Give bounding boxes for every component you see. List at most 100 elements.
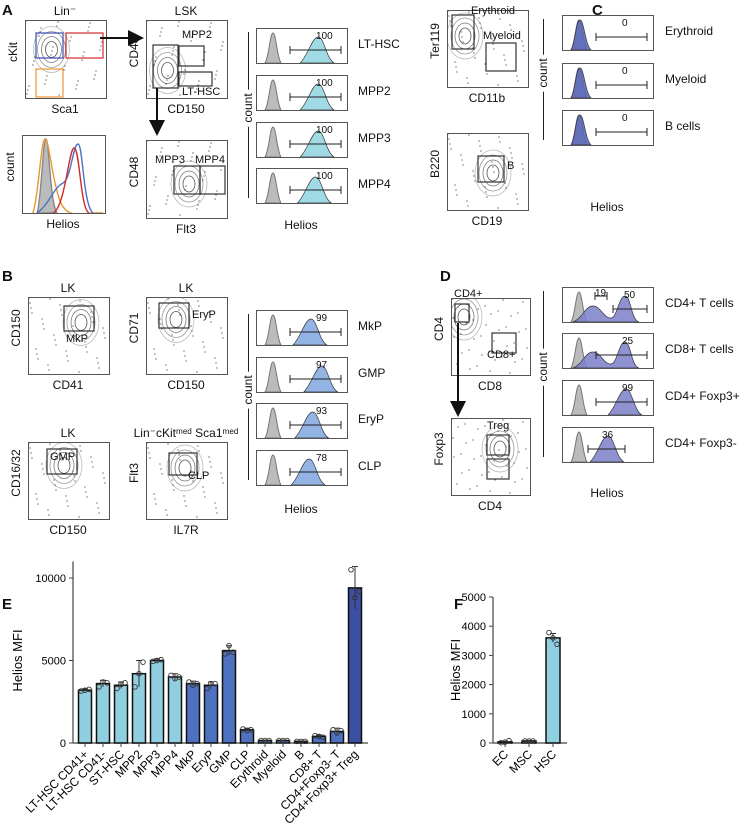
data-point xyxy=(244,727,250,734)
b-plots-0-plot xyxy=(28,297,110,375)
y-axis-label: Helios MFI xyxy=(448,639,463,701)
c-hist_stack-row xyxy=(562,63,654,99)
x-tick-label: MSC xyxy=(506,747,535,776)
data-point xyxy=(554,641,560,648)
d-hist_stack-percent-2: 19 xyxy=(595,288,607,299)
panel-label-c: C xyxy=(592,2,603,19)
contour-plot xyxy=(147,298,224,373)
c-plots-1-plot xyxy=(447,133,529,211)
a-hist_stack-row-label: MPP4 xyxy=(358,177,391,191)
data-point xyxy=(114,685,120,692)
c-hist_stack-row xyxy=(562,15,654,51)
b-plots-2-x-label: CD150 xyxy=(49,523,87,537)
data-point xyxy=(100,679,106,685)
orange-histogram xyxy=(32,138,104,213)
gate-0 xyxy=(486,434,510,456)
gate-0 xyxy=(477,155,505,183)
gate-0 xyxy=(158,302,190,329)
d-plots-1-x-label: CD4 xyxy=(477,499,503,513)
data-point xyxy=(498,739,504,746)
d-hist_stack-row xyxy=(562,427,654,463)
data-point xyxy=(104,680,110,686)
isotype-histogram xyxy=(264,407,282,438)
gate-1 xyxy=(65,32,104,59)
data-point xyxy=(248,727,254,733)
a-plots-1-x-label: CD150 xyxy=(167,102,205,116)
data-point xyxy=(356,588,362,594)
data-point xyxy=(208,680,214,687)
data-point xyxy=(320,734,326,740)
a-plots-3-plot xyxy=(146,140,228,219)
blue-histogram xyxy=(36,143,94,213)
data-point xyxy=(312,732,318,739)
a-plots-2-plot xyxy=(22,135,106,214)
b-hist_stack-x-label: Helios xyxy=(284,502,318,516)
data-point xyxy=(194,680,200,687)
c-hist_stack-x-label: Helios xyxy=(590,200,624,214)
gate-2 xyxy=(35,68,64,98)
data-point xyxy=(266,737,272,744)
b-hist_stack-percent: 97 xyxy=(316,360,328,371)
c-plots-0-gate-label: Myeloid xyxy=(483,30,521,42)
d-plots-0-plot xyxy=(451,298,531,376)
gate-1 xyxy=(199,165,226,195)
d-hist_stack-percent: 25 xyxy=(622,336,634,347)
red-histogram xyxy=(52,147,90,213)
c-hist_stack-row-label: Myeloid xyxy=(665,72,707,86)
y-tick-label: 0 xyxy=(480,738,486,750)
a-hist_stack-percent: 100 xyxy=(316,31,333,42)
a-hist_stack-row xyxy=(256,75,348,111)
b-hist_stack-row-label: GMP xyxy=(358,366,386,380)
d-plots-0-gate-label: CD8+ xyxy=(487,349,516,361)
c-hist_stack-row xyxy=(562,110,654,146)
b-plots-1-gate-label: EryP xyxy=(192,309,216,321)
isotype-histogram xyxy=(570,431,588,462)
data-point xyxy=(136,670,142,677)
b-plots-3-title: Lin⁻cKitᵐᵉᵈ Sca1ᵐᵉᵈ xyxy=(133,426,239,440)
data-point xyxy=(276,737,282,744)
gate-0 xyxy=(168,452,198,476)
b-plots-1-x-label: CD150 xyxy=(167,378,205,392)
data-point xyxy=(550,635,556,641)
gate-1 xyxy=(491,332,517,354)
data-point xyxy=(168,672,174,679)
data-point xyxy=(352,595,358,601)
a-hist_stack-percent: 100 xyxy=(316,125,333,136)
y-tick-label: 5000 xyxy=(462,592,486,604)
contour-plot xyxy=(29,298,106,373)
a-hist_stack-percent: 100 xyxy=(316,78,333,89)
b-plots-2-gate-label: GMP xyxy=(50,451,76,463)
c-plots-0-x-label: CD11b xyxy=(468,91,506,105)
data-point xyxy=(204,685,210,692)
a-plots-0-plot xyxy=(25,20,107,99)
d-hist_stack-row-label: CD8+ T cells xyxy=(665,342,734,356)
y-axis-label: Helios MFI xyxy=(10,629,25,691)
y-tick-label: 0 xyxy=(60,738,66,750)
gate-1 xyxy=(178,45,205,67)
sample-histogram xyxy=(570,114,592,145)
data-point xyxy=(522,738,528,744)
data-point xyxy=(158,656,164,663)
a-hist_stack-row xyxy=(256,168,348,204)
a-plots-2-x-label: Helios xyxy=(46,217,80,231)
a-plots-0-title: Lin⁻ xyxy=(53,4,77,18)
data-point xyxy=(176,674,182,680)
data-point xyxy=(222,651,228,657)
contour-plot xyxy=(147,443,224,518)
panel-label-a: A xyxy=(2,2,13,19)
data-point xyxy=(262,737,268,744)
a-hist_stack-percent: 100 xyxy=(316,171,333,182)
data-point xyxy=(348,567,354,573)
d-plots-0-x-label: CD8 xyxy=(477,379,503,393)
gate-0 xyxy=(451,14,475,50)
isotype-histogram xyxy=(264,126,282,157)
data-point xyxy=(546,629,552,636)
a-plots-1-plot xyxy=(146,20,228,99)
data-point xyxy=(150,658,156,665)
data-point xyxy=(86,686,92,693)
gate-1 xyxy=(486,458,510,480)
d-plots-0-gate-label: CD4+ xyxy=(454,288,483,300)
b-plots-0-title: LK xyxy=(60,281,76,295)
panel-label-d: D xyxy=(440,268,451,285)
b-hist_stack-row xyxy=(256,310,348,346)
